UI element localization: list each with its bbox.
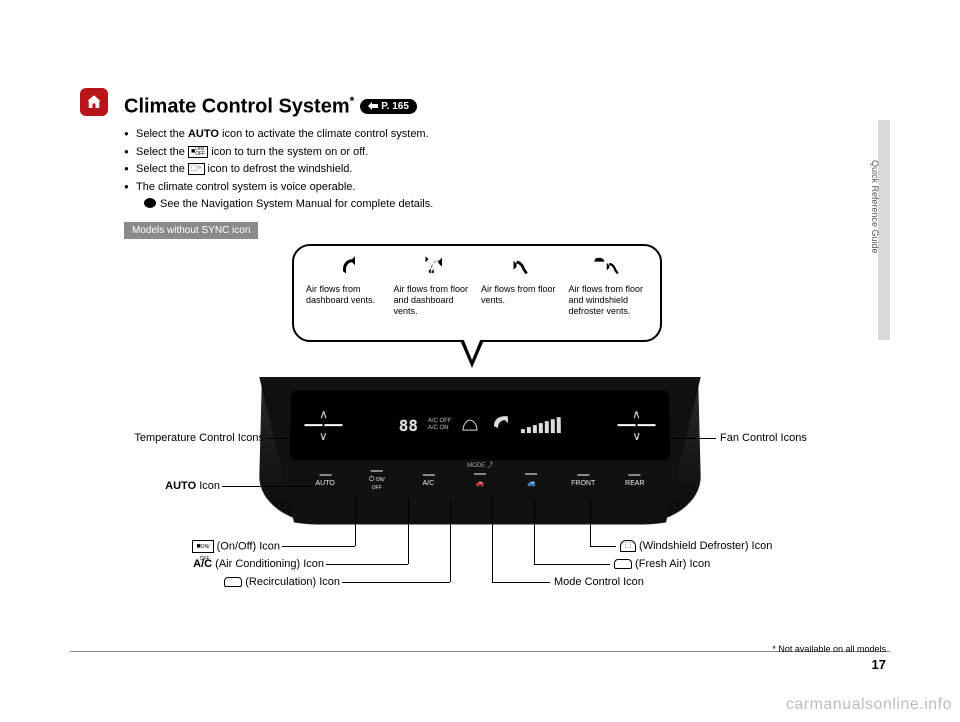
page-ref-badge: P. 165	[360, 99, 417, 114]
leader-onoff-v	[355, 498, 356, 546]
btn-recirc[interactable]: 🚗	[454, 479, 506, 487]
b2-pre: Select the	[136, 146, 188, 158]
callout-floor-vents: Air flows from floor vents.	[477, 252, 565, 334]
anno-fresh: (Fresh Air) Icon	[614, 558, 710, 570]
temp-up-down-left[interactable]: ∧ ∨	[304, 408, 343, 442]
anno-mode: Mode Control Icon	[554, 576, 644, 588]
footnote: * Not available on all models	[772, 644, 886, 654]
leader-mode-h	[492, 582, 550, 583]
page-title-row: Climate Control System* P. 165	[124, 94, 417, 119]
leader-defrost-h	[590, 546, 616, 547]
leader-ac-v	[408, 498, 409, 564]
page-ref-text: P. 165	[381, 101, 409, 112]
callout-tail	[460, 340, 484, 368]
fan-up-down-right[interactable]: ∧ ∨	[617, 408, 656, 442]
vent-dashboard-icon	[306, 252, 386, 280]
callout-dashboard-vents: Air flows from dashboard vents.	[302, 252, 390, 334]
leader-defrost-v	[590, 498, 591, 546]
see-nav-note: See the Navigation System Manual for com…	[136, 196, 433, 214]
panel-display: ∧ ∨ 88 A/C OFF A/C ON ∧ ∨	[290, 391, 670, 460]
vent-floor-icon	[481, 252, 561, 280]
title-text: Climate Control System	[124, 96, 350, 118]
watermark: carmanualsonline.info	[786, 696, 952, 714]
chevron-down-icon[interactable]: ∨	[632, 430, 641, 442]
b1-pre: Select the	[136, 128, 188, 140]
chevron-down-icon[interactable]: ∨	[319, 430, 328, 442]
leader-fresh-h	[534, 564, 610, 565]
panel-button-row: AUTO ⏻ ON/OFF A/C 🚗 🚙 FRONT REAR	[299, 472, 661, 494]
leader-fresh-v	[534, 498, 535, 564]
c2-text: Air flows from floor and dashboard vents…	[394, 284, 469, 316]
b2-post: icon to turn the system on or off.	[208, 146, 368, 158]
b3-pre: Select the	[136, 163, 188, 175]
c1-text: Air flows from dashboard vents.	[306, 284, 375, 305]
bullet-3: Select the ⬚𝄐 icon to defrost the windsh…	[124, 161, 433, 179]
display-temp: 88	[399, 416, 418, 435]
leader-fan	[660, 438, 716, 439]
vent-floor-dash-icon	[394, 252, 474, 280]
climate-control-panel: ∧ ∨ 88 A/C OFF A/C ON ∧ ∨ MODE ⤴ AUTO	[258, 377, 702, 525]
anno-recirc: (Recirculation) Icon	[222, 576, 340, 588]
btn-ac[interactable]: A/C	[403, 480, 455, 487]
anno-defrost: ⬚ (Windshield Defroster) Icon	[620, 540, 772, 552]
display-defrost-icon	[462, 418, 480, 432]
model-badge: Models without SYNC icon	[124, 222, 258, 239]
btn-fresh[interactable]: 🚙	[506, 479, 558, 487]
leader-ac-h	[326, 564, 408, 565]
b4-text: The climate control system is voice oper…	[136, 181, 355, 193]
anno-ac: A/C (Air Conditioning) Icon	[186, 558, 324, 570]
airflow-callout-box: Air flows from dashboard vents. Air flow…	[292, 244, 662, 342]
chevron-up-icon[interactable]: ∧	[319, 408, 328, 420]
defrost-inline-icon: ⬚𝄐	[188, 163, 205, 175]
mode-label: MODE ⤴	[467, 460, 493, 469]
home-icon[interactable]	[80, 88, 108, 116]
bars-right	[618, 424, 656, 426]
display-vent-icon	[489, 416, 511, 434]
btn-front-defrost[interactable]: FRONT	[557, 480, 609, 487]
b1-bold: AUTO	[188, 128, 219, 140]
bars-left	[304, 424, 342, 426]
btn-onoff[interactable]: ⏻ ON/OFF	[351, 476, 403, 491]
bullet-2: Select the ■ ON/OFF icon to turn the sys…	[124, 144, 433, 162]
b3-post: icon to defrost the windshield.	[205, 163, 353, 175]
c3-text: Air flows from floor vents.	[481, 284, 556, 305]
leader-temp	[266, 438, 302, 439]
callout-floor-dashboard-vents: Air flows from floor and dashboard vents…	[390, 252, 478, 334]
anno-onoff: ■ON/OFF (On/Off) Icon	[186, 540, 280, 553]
anno-auto: AUTO Icon	[160, 480, 220, 492]
leader-recirc-h	[342, 582, 450, 583]
callout-floor-defrost-vents: Air flows from floor and windshield defr…	[565, 252, 653, 334]
footer-rule	[70, 651, 890, 652]
c4-text: Air flows from floor and windshield defr…	[569, 284, 644, 316]
leader-recirc-v	[450, 498, 451, 582]
leader-mode-v	[492, 498, 493, 582]
b1-post: icon to activate the climate control sys…	[219, 128, 429, 140]
page-number: 17	[872, 657, 886, 672]
title-asterisk: *	[350, 94, 355, 108]
page-title: Climate Control System*	[124, 94, 354, 119]
leader-auto	[222, 486, 314, 487]
display-fan-bars	[521, 417, 561, 433]
display-center: 88 A/C OFF A/C ON	[399, 416, 562, 435]
onoff-inline-icon: ■ ON/OFF	[188, 146, 208, 158]
bullet-1: Select the AUTO icon to activate the cli…	[124, 126, 433, 144]
side-section-label: Quick Reference Guide	[870, 160, 880, 254]
chevron-up-icon[interactable]: ∧	[632, 408, 641, 420]
vent-floor-defrost-icon	[569, 252, 649, 280]
instruction-list: Select the AUTO icon to activate the cli…	[124, 126, 433, 214]
anno-fan-ctrl: Fan Control Icons	[720, 432, 807, 444]
anno-temp-ctrl: Temperature Control Icons	[126, 432, 264, 444]
bullet-4: The climate control system is voice oper…	[124, 179, 433, 214]
leader-onoff-h	[282, 546, 355, 547]
btn-rear-defrost[interactable]: REAR	[609, 480, 661, 487]
display-ac-on: A/C ON	[428, 425, 452, 432]
